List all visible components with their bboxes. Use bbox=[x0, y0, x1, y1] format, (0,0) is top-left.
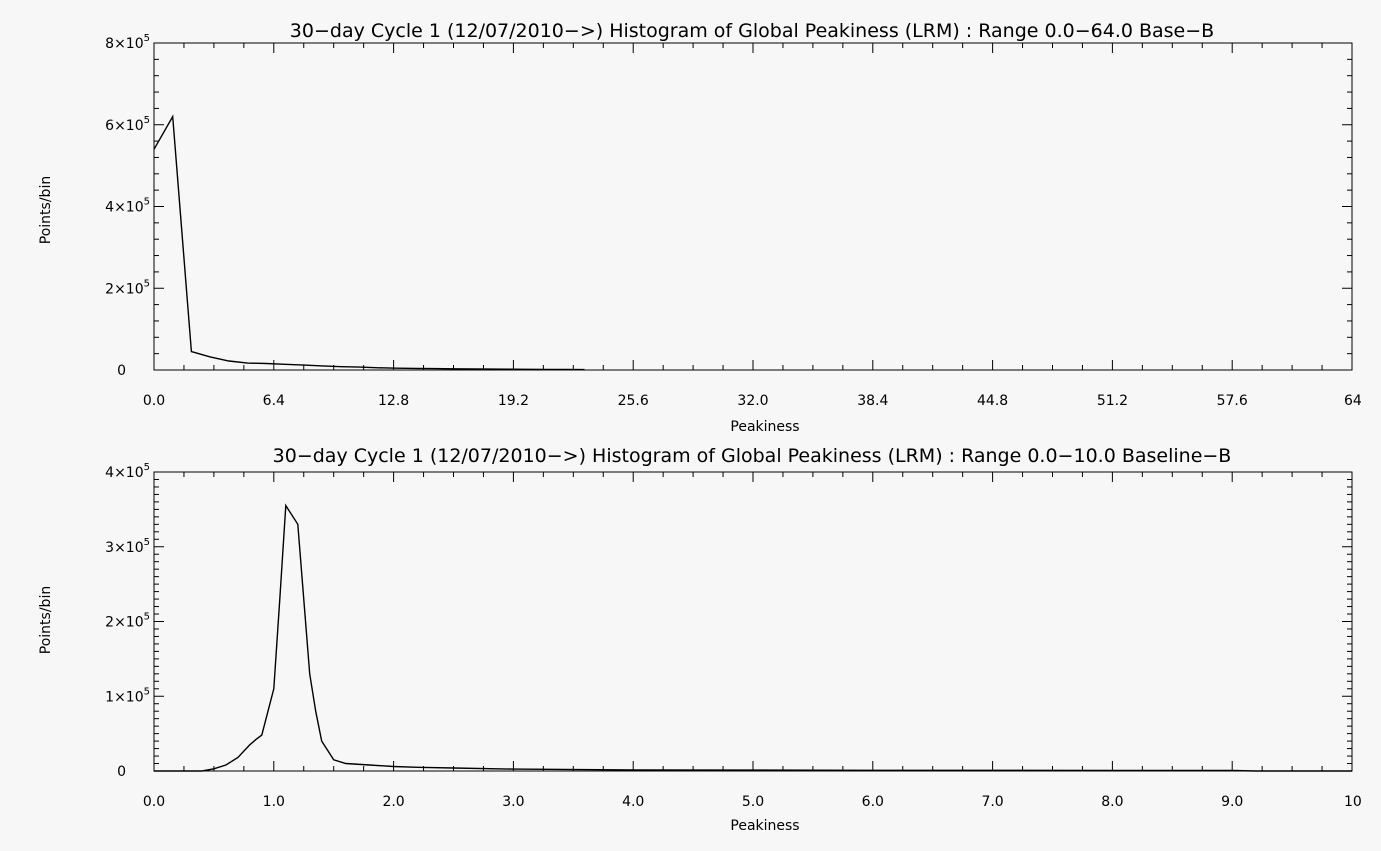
x-tick-label: 4.0 bbox=[622, 794, 644, 810]
y-tick-base: 8×10 bbox=[105, 36, 143, 52]
y-tick-base: 3×10 bbox=[105, 540, 143, 556]
chart-panel-2: 30−day Cycle 1 (12/07/2010−>) Histogram … bbox=[38, 445, 1362, 834]
y-tick-label: 4×105 bbox=[105, 197, 150, 216]
x-tick-label: 25.6 bbox=[618, 393, 649, 409]
x-tick-label: 51.2 bbox=[1097, 393, 1128, 409]
y-tick-label: 2×105 bbox=[105, 612, 150, 631]
x-tick-label: 57.6 bbox=[1217, 393, 1248, 409]
x-tick-label: 19.2 bbox=[498, 393, 529, 409]
x-tick-label: 6.0 bbox=[862, 794, 884, 810]
x-tick-label: 8.0 bbox=[1101, 794, 1123, 810]
x-tick-label: 3.0 bbox=[502, 794, 524, 810]
y-tick-exponent: 5 bbox=[144, 115, 150, 126]
y-tick-exponent: 5 bbox=[144, 612, 150, 623]
x-tick-label: 0.0 bbox=[143, 794, 165, 810]
y-tick-base: 1×10 bbox=[105, 689, 143, 705]
chart-panel-1: 30−day Cycle 1 (12/07/2010−>) Histogram … bbox=[38, 20, 1362, 435]
y-tick-base: 0 bbox=[117, 363, 126, 379]
x-tick-label: 6.4 bbox=[263, 393, 285, 409]
y-tick-label: 3×105 bbox=[105, 537, 150, 556]
y-tick-base: 6×10 bbox=[105, 118, 143, 134]
y-tick-exponent: 5 bbox=[144, 686, 150, 697]
y-tick-base: 4×10 bbox=[105, 200, 143, 216]
y-tick-exponent: 5 bbox=[144, 278, 150, 289]
series-line-1 bbox=[153, 114, 585, 371]
y-tick-base: 0 bbox=[117, 764, 126, 780]
y-tick-label: 0 bbox=[117, 363, 126, 379]
chart-title: 30−day Cycle 1 (12/07/2010−>) Histogram … bbox=[290, 20, 1214, 42]
x-tick-label: 5.0 bbox=[742, 794, 764, 810]
y-axis-label: Points/bin bbox=[38, 176, 54, 244]
x-tick-label: 12.8 bbox=[378, 393, 409, 409]
x-tick-label: 0.0 bbox=[143, 393, 165, 409]
x-axis-label: Peakiness bbox=[730, 818, 799, 834]
y-tick-exponent: 5 bbox=[144, 462, 150, 473]
y-tick-label: 4×105 bbox=[105, 462, 150, 481]
y-tick-label: 6×105 bbox=[105, 115, 150, 134]
x-tick-label: 1.0 bbox=[263, 794, 285, 810]
y-tick-label: 2×105 bbox=[105, 278, 150, 297]
y-tick-label: 8×105 bbox=[105, 33, 150, 52]
y-tick-base: 4×10 bbox=[105, 465, 143, 481]
y-tick-label: 1×105 bbox=[105, 686, 150, 705]
x-axis-label: Peakiness bbox=[730, 419, 799, 435]
y-tick-base: 2×10 bbox=[105, 281, 143, 297]
x-tick-label: 32.0 bbox=[737, 393, 768, 409]
x-tick-label: 2.0 bbox=[382, 794, 404, 810]
x-tick-label: 7.0 bbox=[981, 794, 1003, 810]
y-axis-label: Points/bin bbox=[38, 586, 54, 654]
chart-title: 30−day Cycle 1 (12/07/2010−>) Histogram … bbox=[273, 445, 1232, 467]
x-tick-label: 9.0 bbox=[1221, 794, 1243, 810]
y-tick-exponent: 5 bbox=[144, 537, 150, 548]
series-line-1 bbox=[154, 503, 1352, 772]
plot-frame bbox=[153, 42, 1353, 371]
plot-frame bbox=[153, 471, 1353, 772]
x-tick-label: 44.8 bbox=[977, 393, 1008, 409]
x-tick-label: 38.4 bbox=[857, 393, 888, 409]
y-tick-exponent: 5 bbox=[144, 33, 150, 44]
y-tick-label: 0 bbox=[117, 764, 126, 780]
x-tick-label: 64 bbox=[1344, 393, 1362, 409]
y-tick-base: 2×10 bbox=[105, 615, 143, 631]
x-tick-label: 10 bbox=[1344, 794, 1362, 810]
y-tick-exponent: 5 bbox=[144, 197, 150, 208]
